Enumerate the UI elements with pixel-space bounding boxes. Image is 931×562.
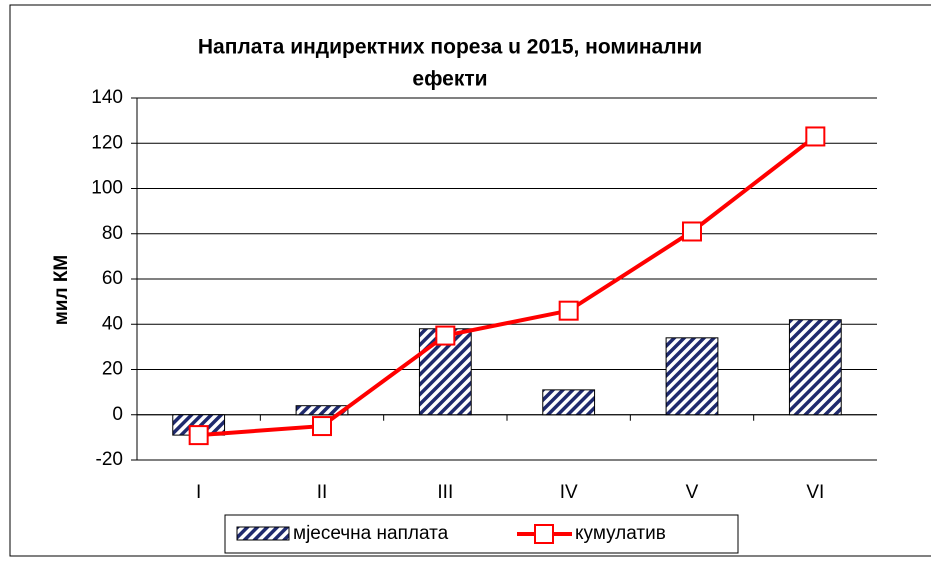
y-axis-label: мил КМ (51, 255, 72, 326)
legend (224, 514, 739, 554)
y-tick-label: 120 (91, 132, 123, 153)
line-marker (312, 416, 332, 437)
x-tick-label: VI (806, 482, 824, 503)
y-tick-label: 40 (102, 313, 123, 334)
chart-frame (9, 4, 931, 557)
legend-label: кумулатив (575, 523, 666, 544)
legend-swatch (236, 526, 290, 541)
chart-title: ефекти (412, 68, 487, 91)
y-tick-label: 60 (102, 268, 123, 289)
bar (788, 319, 842, 416)
y-tick-label: 140 (91, 87, 123, 108)
x-tick-label: V (686, 482, 699, 503)
line-marker (188, 425, 209, 446)
line-marker (682, 221, 702, 242)
line (198, 134, 817, 438)
line-marker (435, 325, 456, 346)
x-tick-label: IV (560, 482, 578, 503)
y-tick-label: 0 (112, 404, 123, 425)
y-tick-label: -20 (96, 449, 123, 470)
y-tick-label: 20 (102, 359, 123, 380)
y-tick-label: 80 (102, 223, 123, 244)
x-tick-label: I (196, 482, 201, 503)
legend-label: мјесечна наплата (293, 523, 449, 544)
line-marker (558, 300, 579, 321)
bar (295, 405, 349, 416)
legend-swatch (534, 524, 554, 544)
bar (542, 389, 596, 416)
x-tick-label: III (437, 482, 453, 503)
bar (665, 337, 719, 416)
line-marker (805, 126, 826, 147)
chart-title: Наплата индиректних пореза u 2015, номин… (198, 36, 702, 59)
y-tick-label: 100 (91, 178, 123, 199)
x-tick-label: II (317, 482, 328, 503)
